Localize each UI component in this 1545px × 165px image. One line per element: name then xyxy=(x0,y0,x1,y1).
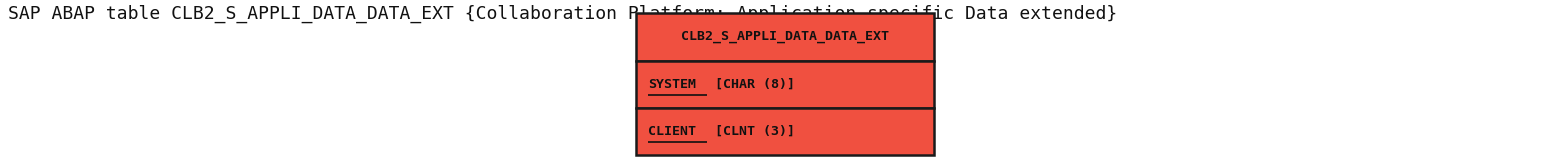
Text: [CLNT (3)]: [CLNT (3)] xyxy=(706,125,794,138)
Text: [CHAR (8)]: [CHAR (8)] xyxy=(706,78,794,91)
FancyBboxPatch shape xyxy=(637,61,933,108)
Text: SYSTEM: SYSTEM xyxy=(649,78,697,91)
FancyBboxPatch shape xyxy=(637,108,933,155)
FancyBboxPatch shape xyxy=(637,13,933,61)
Text: SAP ABAP table CLB2_S_APPLI_DATA_DATA_EXT {Collaboration Platform: Application-s: SAP ABAP table CLB2_S_APPLI_DATA_DATA_EX… xyxy=(8,5,1117,23)
Text: CLB2_S_APPLI_DATA_DATA_EXT: CLB2_S_APPLI_DATA_DATA_EXT xyxy=(681,30,888,43)
Text: CLIENT: CLIENT xyxy=(649,125,697,138)
